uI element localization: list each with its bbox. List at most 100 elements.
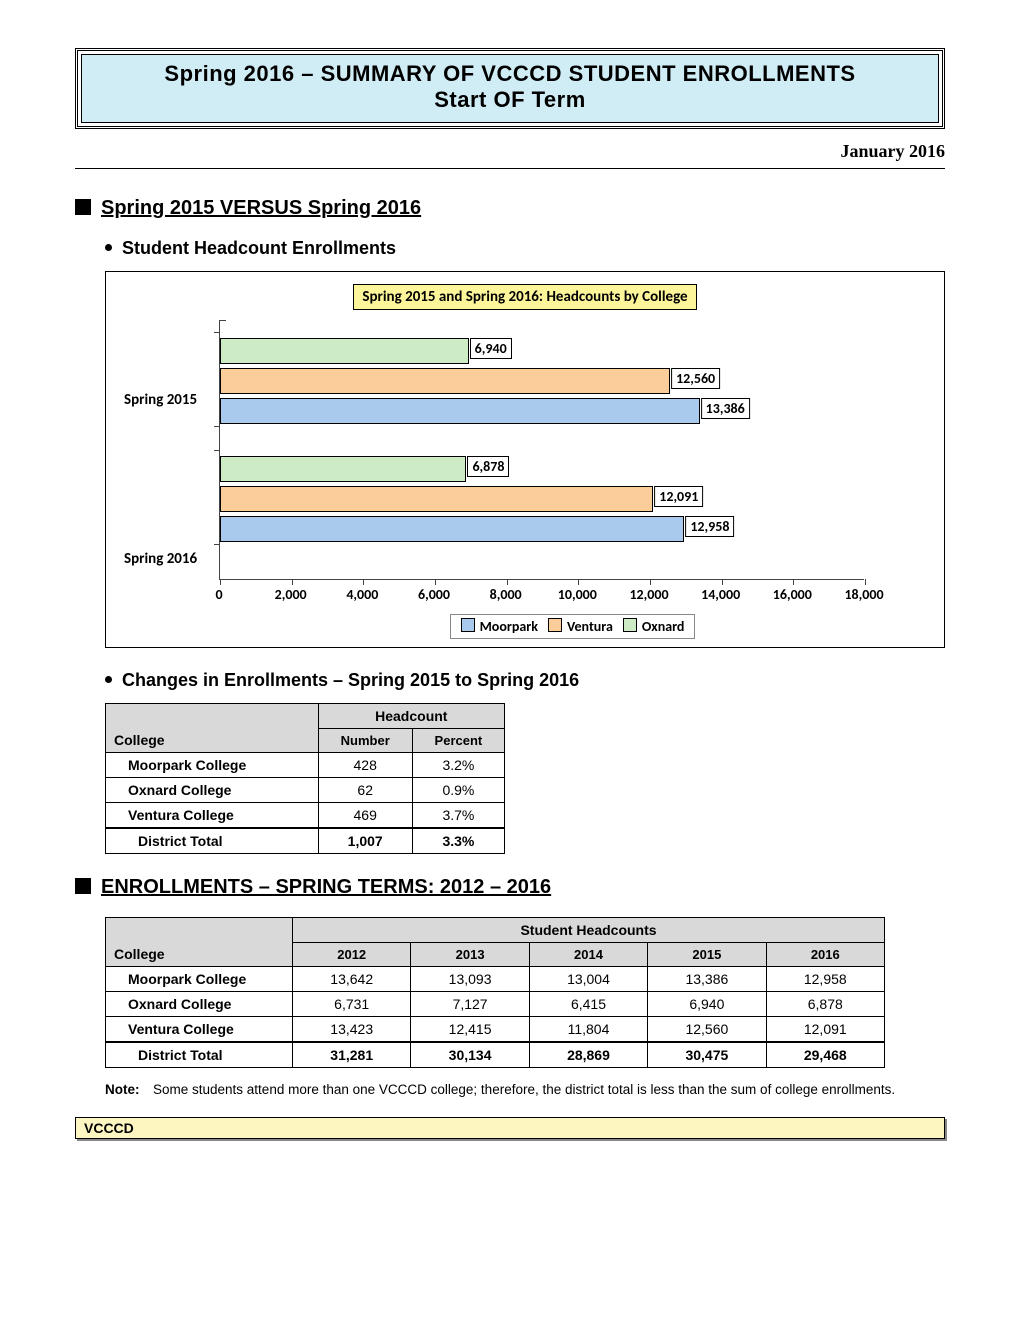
bar-value-label: 6,940 (470, 338, 512, 359)
chart-y-axis: Spring 2015 Spring 2016 (124, 320, 219, 639)
cell-value: 12,415 (411, 1016, 529, 1042)
cell-college: Oxnard College (106, 991, 293, 1016)
title-line2: Start OF Term (90, 87, 930, 113)
cell-value: 7,127 (411, 991, 529, 1016)
cell-percent: 0.9% (412, 777, 504, 802)
x-tick-label: 16,000 (773, 586, 812, 603)
cell-college: Moorpark College (106, 752, 319, 777)
cell-percent: 3.2% (412, 752, 504, 777)
bullet-icon (105, 676, 112, 683)
cell-value: 6,940 (648, 991, 766, 1016)
x-tick-label: 4,000 (346, 586, 378, 603)
x-tick-label: 6,000 (418, 586, 450, 603)
bar-ventura: 12,091 (220, 486, 653, 512)
bar-group: 6,940 12,560 13,386 (220, 338, 700, 428)
square-bullet-icon (75, 199, 91, 215)
table-row: Ventura College13,42312,41511,80412,5601… (106, 1016, 885, 1042)
cell-number: 469 (318, 802, 412, 828)
col-year: 2012 (293, 942, 411, 966)
cell-college: Ventura College (106, 1016, 293, 1042)
col-group-headcounts: Student Headcounts (293, 917, 885, 942)
terms-table: College Student Headcounts 2012 2013 201… (105, 917, 885, 1068)
legend-swatch-moorpark (461, 618, 475, 632)
cell-value: 11,804 (529, 1016, 647, 1042)
cell-college: District Total (106, 1042, 293, 1068)
cell-value: 31,281 (293, 1042, 411, 1068)
x-tick-label: 12,000 (629, 586, 668, 603)
bar-value-label: 6,878 (467, 456, 509, 477)
cell-value: 28,869 (529, 1042, 647, 1068)
subheading-changes: Changes in Enrollments – Spring 2015 to … (105, 670, 945, 691)
x-tick-label: 18,000 (844, 586, 883, 603)
table-row: Ventura College4693.7% (106, 802, 505, 828)
note-label: Note: (105, 1082, 153, 1097)
table-row: Oxnard College6,7317,1276,4156,9406,878 (106, 991, 885, 1016)
note-text: Some students attend more than one VCCCD… (153, 1082, 930, 1097)
chart-x-axis: 02,0004,0006,0008,00010,00012,00014,0001… (219, 584, 864, 608)
cell-value: 30,475 (648, 1042, 766, 1068)
bar-value-label: 12,560 (671, 368, 720, 389)
legend-swatch-ventura (548, 618, 562, 632)
col-year: 2015 (648, 942, 766, 966)
x-tick-label: 14,000 (701, 586, 740, 603)
cell-value: 29,468 (766, 1042, 884, 1068)
bar-ventura: 12,560 (220, 368, 670, 394)
bar-value-label: 12,091 (654, 486, 703, 507)
col-college: College (106, 703, 319, 752)
legend-label: Oxnard (642, 618, 685, 635)
table-row: Moorpark College4283.2% (106, 752, 505, 777)
table-row-total: District Total1,0073.3% (106, 828, 505, 854)
col-year: 2013 (411, 942, 529, 966)
col-number: Number (318, 728, 412, 752)
footnote: Note: Some students attend more than one… (105, 1082, 945, 1097)
col-percent: Percent (412, 728, 504, 752)
bar-value-label: 12,958 (685, 516, 734, 537)
cell-number: 428 (318, 752, 412, 777)
cell-value: 13,423 (293, 1016, 411, 1042)
x-tick-label: 8,000 (490, 586, 522, 603)
cell-college: Moorpark College (106, 966, 293, 991)
title-bar: Spring 2016 – SUMMARY OF VCCCD STUDENT E… (81, 54, 939, 123)
cell-value: 30,134 (411, 1042, 529, 1068)
cell-number: 62 (318, 777, 412, 802)
cell-value: 12,560 (648, 1016, 766, 1042)
bar-group: 6,878 12,091 12,958 (220, 456, 684, 546)
col-year: 2014 (529, 942, 647, 966)
cell-value: 6,415 (529, 991, 647, 1016)
col-college: College (106, 917, 293, 966)
legend-label: Moorpark (480, 618, 538, 635)
bar-moorpark: 13,386 (220, 398, 700, 424)
chart-y-label: Spring 2015 (124, 345, 219, 455)
changes-table: College Headcount Number Percent Moorpar… (105, 703, 505, 854)
table-row: Oxnard College620.9% (106, 777, 505, 802)
headcount-chart: Spring 2015 and Spring 2016: Headcounts … (105, 271, 945, 648)
table-row: Moorpark College13,64213,09313,00413,386… (106, 966, 885, 991)
cell-value: 13,386 (648, 966, 766, 991)
chart-legend: Moorpark Ventura Oxnard (450, 614, 696, 639)
title-line1: Spring 2016 – SUMMARY OF VCCCD STUDENT E… (90, 61, 930, 87)
cell-value: 13,004 (529, 966, 647, 991)
chart-title: Spring 2015 and Spring 2016: Headcounts … (353, 284, 696, 310)
section-heading-terms: ENROLLMENTS – SPRING TERMS: 2012 – 2016 (75, 876, 945, 899)
cell-college: Ventura College (106, 802, 319, 828)
legend-swatch-oxnard (623, 618, 637, 632)
cell-value: 12,958 (766, 966, 884, 991)
table-row-total: District Total31,28130,13428,86930,47529… (106, 1042, 885, 1068)
cell-percent: 3.7% (412, 802, 504, 828)
x-tick-label: 10,000 (558, 586, 597, 603)
bar-oxnard: 6,940 (220, 338, 469, 364)
section-heading-comparison: Spring 2015 VERSUS Spring 2016 (75, 197, 945, 220)
chart-y-label: Spring 2016 (124, 504, 219, 614)
cell-value: 12,091 (766, 1016, 884, 1042)
bar-moorpark: 12,958 (220, 516, 684, 542)
footer-bar: VCCCD (75, 1117, 945, 1139)
bar-oxnard: 6,878 (220, 456, 466, 482)
legend-label: Ventura (567, 618, 613, 635)
cell-college: District Total (106, 828, 319, 854)
cell-percent: 3.3% (412, 828, 504, 854)
cell-value: 13,093 (411, 966, 529, 991)
x-tick-label: 0 (215, 586, 222, 603)
subheading-headcounts: Student Headcount Enrollments (105, 238, 945, 259)
cell-number: 1,007 (318, 828, 412, 854)
square-bullet-icon (75, 878, 91, 894)
